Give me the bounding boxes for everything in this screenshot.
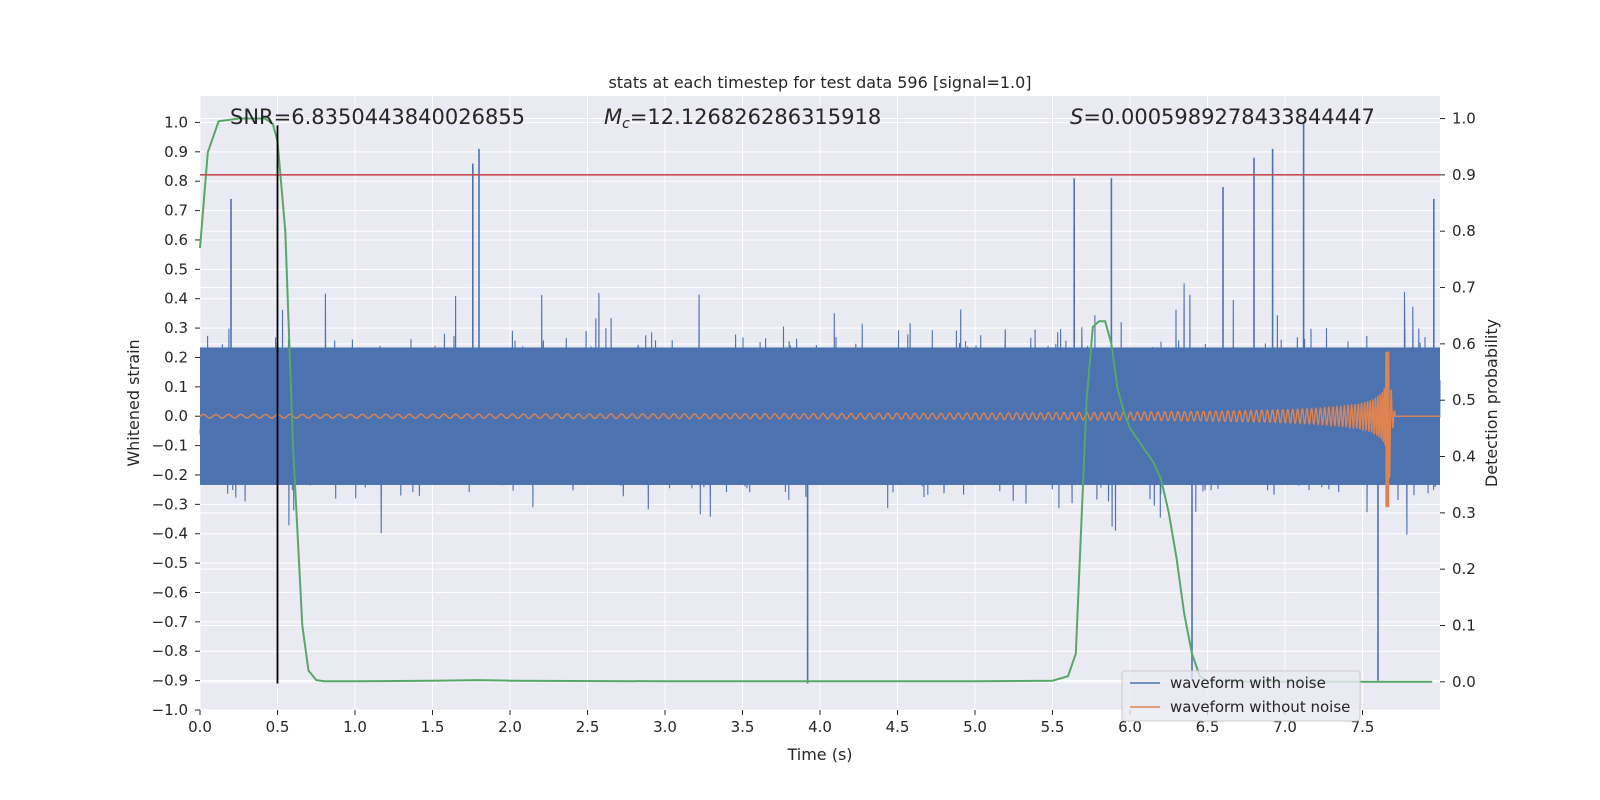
y-axis-label: Whitened strain [124,339,143,466]
y-tick-label: 0.1 [164,378,188,396]
x-tick-label: 6.5 [1196,718,1220,736]
chart-title: stats at each timestep for test data 596… [608,73,1031,92]
x-tick-label: 4.5 [886,718,910,736]
y2-axis-ticks: 0.0 0.1 0.2 0.3 0.4 0.5 0.6 0.7 0.8 0.9 1.0 [1440,110,1476,691]
y2-tick-label: 0.9 [1452,166,1476,184]
x-tick-label: 5.0 [963,718,987,736]
y2-tick-label: 0.5 [1452,391,1476,409]
series-waveform-without-noise [199,351,1440,508]
y-tick-label: 0.0 [164,407,188,425]
clean-trace [199,351,1440,508]
legend-box [1121,670,1361,722]
y2-tick-label: 0.8 [1452,222,1476,240]
y2-axis-label: Detection probability [1482,319,1501,487]
y-axis-ticks: −1.0 −0.9 −0.8 −0.7 −0.6 −0.5 −0.4 −0.3 −0.2 −0.1… [152,113,200,719]
x-tick-label: 6.0 [1118,718,1142,736]
y-tick-label: −0.1 [152,437,188,455]
y-tick-label: −0.7 [152,613,188,631]
y-tick-label: −0.9 [152,672,188,690]
y2-tick-label: 1.0 [1452,110,1476,128]
y2-tick-label: 0.1 [1452,617,1476,635]
y-tick-label: 0.5 [164,260,188,278]
probability-trace [199,117,1433,683]
x-tick-label: 0.5 [266,718,290,736]
y2-tick-label: 0.7 [1452,279,1476,297]
legend-label-noise: waveform with noise [1170,674,1326,692]
statistic-value: =0.0005989278433844447 [1083,105,1375,129]
x-axis-label: Time (s) [786,745,852,764]
y-tick-label: −0.6 [152,583,188,601]
y-tick-label: 0.8 [164,172,188,190]
y-tick-label: 1.0 [164,113,188,131]
chirp-mass-subscript: c [622,116,630,132]
x-tick-label: 5.5 [1041,718,1065,736]
y-tick-label: 0.3 [164,319,188,337]
legend-label-clean: waveform without noise [1170,698,1350,716]
y2-tick-label: 0.0 [1452,673,1476,691]
x-tick-label: 7.0 [1273,718,1297,736]
y-tick-label: 0.2 [164,348,188,366]
x-tick-label: 3.5 [731,718,755,736]
y2-tick-label: 0.6 [1452,335,1476,353]
y-tick-label: 0.6 [164,231,188,249]
x-tick-label: 7.5 [1351,718,1375,736]
statistic-symbol: S [1070,105,1083,129]
y-tick-label: −0.3 [152,495,188,513]
legend: waveform with noise waveform without noi… [1121,670,1361,722]
x-tick-label: 0.0 [188,718,212,736]
y2-tick-label: 0.2 [1452,560,1476,578]
x-tick-label: 2.0 [498,718,522,736]
chirp-mass-annotation: Mc=12.126826286315918 [604,105,881,132]
y-tick-label: −1.0 [152,701,188,719]
y-tick-label: 0.7 [164,202,188,220]
y-tick-label: −0.2 [152,466,188,484]
chirp-mass-symbol: M [604,105,622,129]
x-tick-label: 4.0 [808,718,832,736]
x-tick-label: 2.5 [576,718,600,736]
series-detection-probability [199,117,1433,683]
y-tick-label: 0.9 [164,143,188,161]
x-tick-label: 3.0 [653,718,677,736]
statistic-annotation: S=0.0005989278433844447 [1070,105,1375,129]
y2-tick-label: 0.3 [1452,504,1476,522]
snr-annotation: SNR=6.8350443840026855 [230,105,525,129]
y-tick-label: −0.5 [152,554,188,572]
y-tick-label: −0.4 [152,525,188,543]
x-tick-label: 1.0 [343,718,367,736]
y-tick-label: 0.4 [164,290,188,308]
x-tick-label: 1.5 [421,718,445,736]
chirp-mass-value: =12.126826286315918 [630,105,881,129]
y-tick-label: −0.8 [152,642,188,660]
y2-tick-label: 0.4 [1452,448,1476,466]
x-axis-ticks: 0.0 0.5 1.0 1.5 2.0 2.5 3.0 3.5 4.0 4.5 5.0 5.5 6.0 6… [188,710,1374,736]
reference-lines [200,125,1440,684]
